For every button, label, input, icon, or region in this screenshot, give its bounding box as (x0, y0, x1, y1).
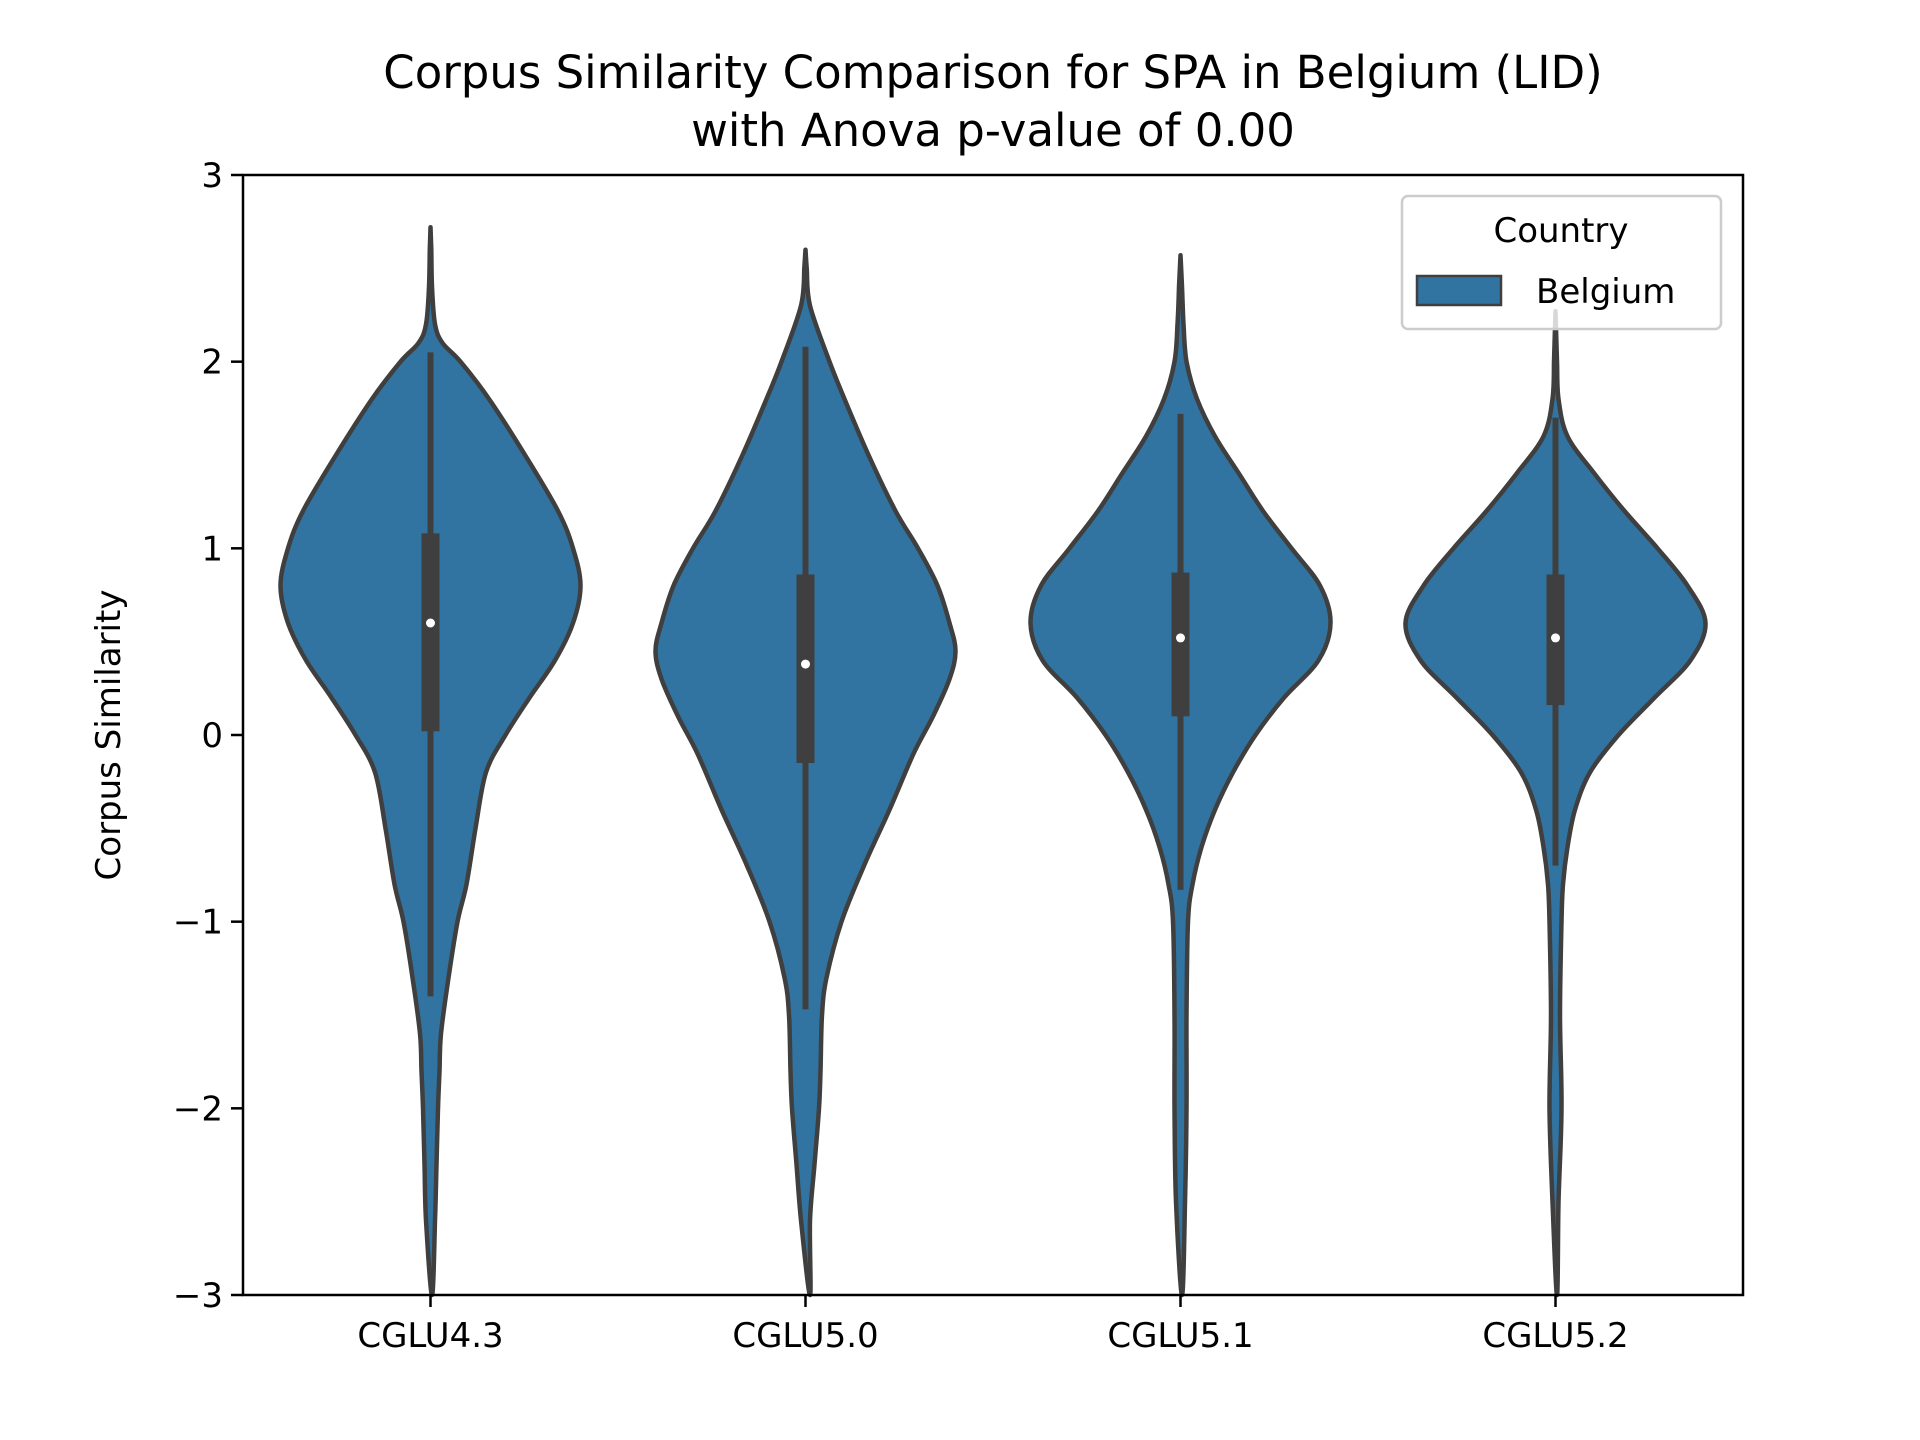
y-tick-label: −2 (173, 1089, 223, 1129)
y-axis: 3 2 1 0 −1 −2 −3 (173, 156, 243, 1316)
legend-swatch (1415, 274, 1503, 307)
chart-title-line-1: Corpus Similarity Comparison for SPA in … (383, 46, 1602, 99)
violin-iqr-box (796, 574, 815, 763)
x-tick-label: CGLU5.1 (1107, 1316, 1253, 1356)
x-axis: CGLU4.3 CGLU5.0 CGLU5.1 CGLU5.2 (357, 1295, 1629, 1356)
violin-median-dot (426, 618, 435, 628)
legend-title: Country (1493, 211, 1628, 251)
violin-iqr-box (421, 533, 440, 732)
violins-layer (278, 225, 1708, 1298)
y-tick-label: 3 (201, 156, 223, 196)
x-tick-label: CGLU5.2 (1482, 1316, 1628, 1356)
violin-iqr-box (1171, 572, 1190, 717)
y-tick-label: −1 (173, 903, 223, 943)
chart-title-line-2: with Anova p-value of 0.00 (691, 104, 1295, 157)
y-tick-label: 0 (201, 716, 223, 756)
y-tick-label: 1 (201, 529, 223, 569)
violin-median-dot (801, 659, 810, 669)
x-tick-label: CGLU5.0 (732, 1316, 878, 1356)
legend-entry-label: Belgium (1536, 272, 1675, 312)
y-axis-label: Corpus Similarity (89, 590, 129, 881)
y-tick-label: 2 (201, 343, 223, 383)
violin-median-dot (1551, 633, 1560, 643)
y-tick-label: −3 (173, 1276, 223, 1316)
x-tick-label: CGLU4.3 (357, 1316, 503, 1356)
legend: Country Belgium (1400, 194, 1723, 331)
violin-median-dot (1176, 633, 1185, 643)
